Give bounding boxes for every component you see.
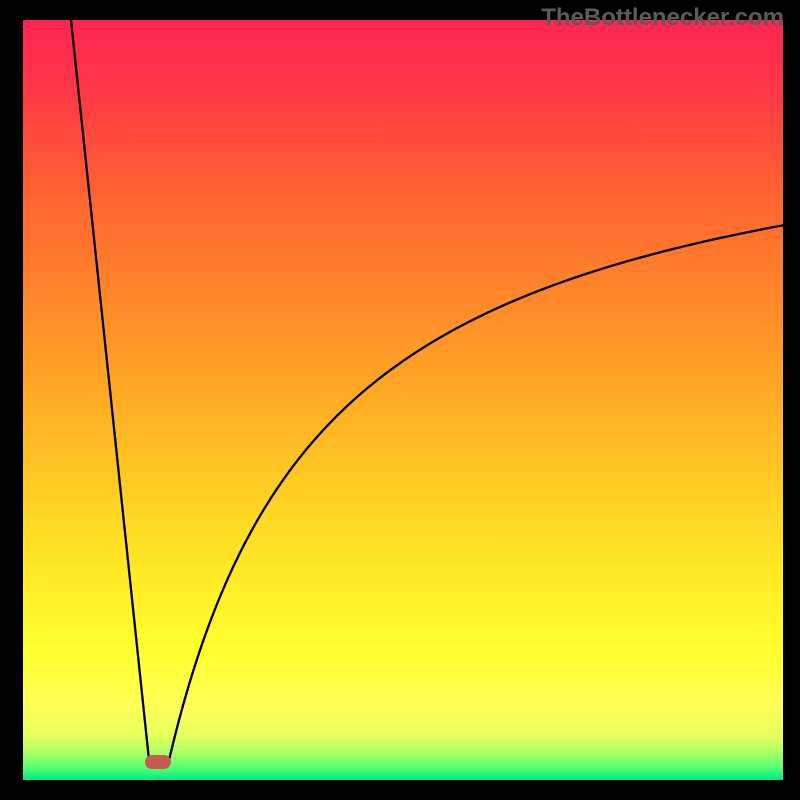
curves-layer bbox=[23, 20, 783, 780]
optimal-point-marker bbox=[145, 755, 171, 769]
bottleneck-chart: TheBottlenecker.com bbox=[0, 0, 800, 800]
watermark-text: TheBottlenecker.com bbox=[541, 4, 784, 32]
plot-area bbox=[23, 20, 783, 780]
